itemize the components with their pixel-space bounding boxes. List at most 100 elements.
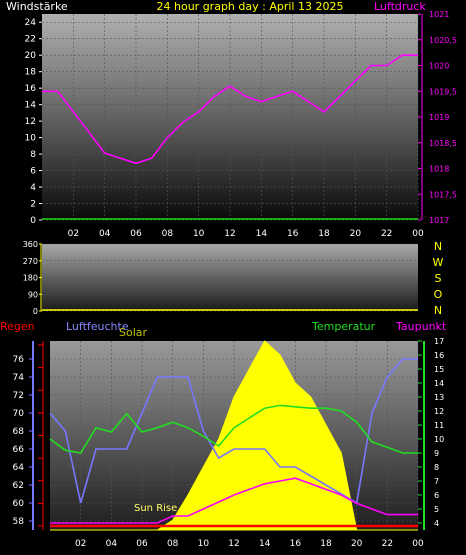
top-x-tick-label: 06	[130, 229, 142, 239]
bottom-x-axis: 02 04 06 08 10 12 14 16 18 20 22 00	[75, 539, 424, 549]
humidity-axis-title: Luftfeuchte	[66, 320, 129, 333]
pressure-tick-label: 1019,5	[429, 87, 457, 96]
bottom-x-tick-label: 02	[75, 539, 86, 549]
temperature-tick-label: 10	[434, 435, 444, 444]
temperature-tick-label: 6	[434, 491, 439, 500]
humidity-tick-label: 58	[13, 517, 25, 527]
bottom-x-tick-label: 16	[290, 539, 302, 549]
humidity-tick-label: 76	[13, 355, 25, 365]
compass-labels: N W S O N	[433, 240, 444, 317]
winddir-axis: 0 90 180 270 360	[23, 240, 42, 316]
temperature-axis-title: Temperatur	[311, 320, 376, 333]
temperature-tick-label: 5	[434, 505, 439, 514]
pressure-tick-label: 1018	[429, 165, 449, 174]
pressure-line	[42, 54, 418, 165]
humidity-tick-label: 74	[13, 373, 25, 383]
top-x-tick-label: 02	[68, 229, 79, 239]
compass-label-n-top: N	[434, 240, 442, 253]
wind-tick-label: 22	[25, 35, 36, 45]
wind-tick-label: 12	[25, 117, 36, 127]
top-x-tick-label: 16	[287, 229, 299, 239]
pressure-tick-label: 1020	[429, 62, 449, 71]
compass-label-s: S	[435, 272, 442, 285]
wind-tick-label: 6	[30, 167, 36, 177]
bottom-x-tick-label: 12	[228, 539, 239, 549]
bottom-x-tick-label: 00	[412, 539, 424, 549]
humidity-tick-label: 72	[13, 391, 24, 401]
bottom-series	[49, 340, 418, 531]
top-x-tick-label: 22	[381, 229, 392, 239]
bottom-x-tick-label: 04	[106, 539, 118, 549]
top-x-tick-label: 20	[350, 229, 362, 239]
top-x-tick-label: 00	[412, 229, 424, 239]
wind-tick-label: 16	[25, 84, 37, 94]
pressure-tick-label: 1019	[429, 113, 449, 122]
bottom-x-tick-label: 06	[136, 539, 148, 549]
winddir-tick-label: 270	[23, 257, 38, 266]
wind-tick-label: 0	[30, 216, 36, 226]
bottom-x-tick-label: 08	[167, 539, 179, 549]
humidity-tick-label: 60	[13, 499, 25, 509]
temperature-tick-label: 4	[434, 519, 439, 528]
temperature-axis: 4 5 6 7 8 9 10 11 12 13 14 15 16 17	[418, 337, 444, 530]
dewpoint-line	[50, 477, 418, 524]
wind-tick-label: 18	[25, 68, 37, 78]
dewpoint-legend: Taupunkt	[395, 320, 447, 333]
wind-tick-label: 10	[25, 134, 37, 144]
humidity-axis: 58 60 62 64 66 68 70 72 74 76	[13, 341, 34, 530]
wind-tick-label: 2	[30, 200, 36, 210]
temperature-tick-label: 7	[434, 477, 439, 486]
temperature-tick-label: 11	[434, 421, 444, 430]
humidity-tick-label: 68	[13, 427, 25, 437]
bottom-x-tick-label: 22	[382, 539, 393, 549]
top-grid	[42, 14, 419, 221]
temperature-tick-label: 8	[434, 463, 439, 472]
pressure-tick-label: 1020,5	[429, 36, 457, 45]
top-x-tick-label: 18	[318, 229, 330, 239]
wind-tick-label: 14	[25, 101, 37, 111]
temperature-tick-label: 15	[434, 365, 444, 374]
pressure-tick-label: 1021	[429, 10, 449, 19]
temperature-line	[49, 404, 418, 454]
winddir-tick-label: 0	[33, 307, 38, 316]
rain-axis	[38, 341, 44, 530]
rain-axis-title: Regen	[0, 320, 35, 333]
wind-axis-title: Windstärke	[6, 0, 68, 13]
sunrise-annotation: Sun Rise	[134, 503, 177, 514]
bottom-x-tick-label: 18	[320, 539, 332, 549]
bottom-x-tick-label: 14	[259, 539, 271, 549]
temperature-tick-label: 17	[434, 337, 444, 346]
top-x-tick-label: 12	[224, 229, 235, 239]
humidity-tick-label: 70	[13, 409, 25, 419]
solar-legend: Solar	[119, 326, 148, 339]
compass-label-o: O	[434, 288, 443, 301]
solar-area	[50, 340, 418, 531]
top-plot-area	[42, 14, 418, 220]
temperature-tick-label: 14	[434, 379, 444, 388]
compass-label-w: W	[433, 256, 444, 269]
wind-tick-label: 20	[25, 51, 37, 61]
wind-tick-label: 8	[30, 150, 36, 160]
pressure-tick-label: 1017,5	[429, 190, 457, 199]
compass-label-n-bottom: N	[434, 304, 442, 317]
pressure-axis: 1017 1017,5 1018 1018,5 1019 1019,5 1020 1020,5…	[418, 10, 457, 225]
pressure-tick-label: 1017	[429, 216, 449, 225]
temperature-tick-label: 12	[434, 407, 444, 416]
top-x-axis: 02 04 06 08 10 12 14 16 18 20 22 00	[68, 229, 424, 239]
temperature-tick-label: 16	[434, 351, 444, 360]
winddir-tick-label: 360	[23, 240, 38, 249]
top-x-tick-label: 14	[256, 229, 268, 239]
top-series	[42, 54, 418, 220]
top-x-tick-label: 04	[99, 229, 111, 239]
humidity-tick-label: 62	[13, 481, 24, 491]
chart-title: 24 hour graph day : April 13 2025	[157, 0, 344, 13]
top-x-tick-label: 10	[193, 229, 205, 239]
pressure-axis-title: Luftdruck	[374, 0, 426, 13]
top-x-tick-label: 08	[162, 229, 174, 239]
winddir-tick-label: 180	[23, 274, 38, 283]
temperature-tick-label: 13	[434, 393, 444, 402]
temperature-tick-label: 9	[434, 449, 439, 458]
humidity-tick-label: 64	[13, 463, 25, 473]
